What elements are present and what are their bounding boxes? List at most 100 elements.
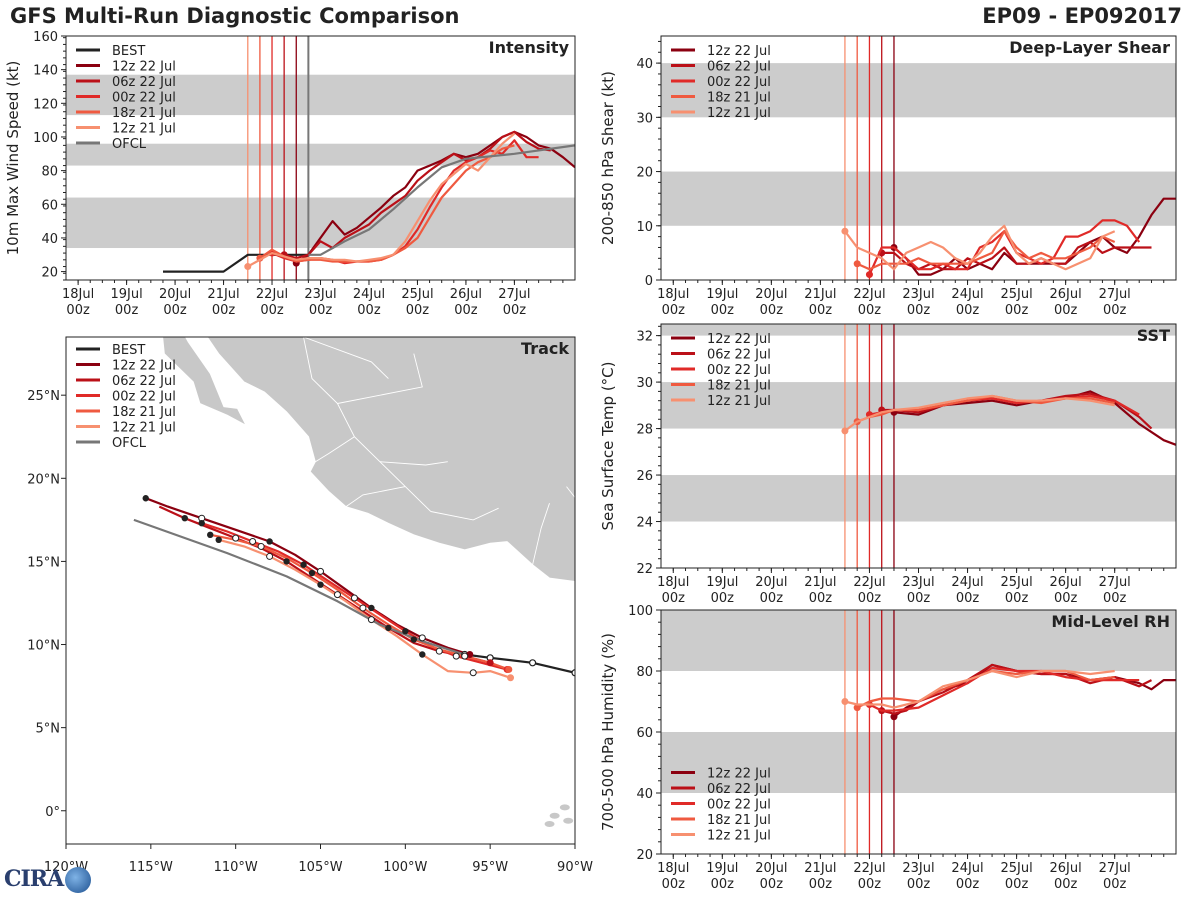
state-border xyxy=(379,461,448,466)
intensity-band xyxy=(66,143,575,166)
intensity-band xyxy=(66,74,575,116)
sst-xtick-label: 00z xyxy=(809,591,833,606)
sst-xtick-label: 24Jul xyxy=(951,575,983,590)
intensity-xtick-label: 24Jul xyxy=(353,287,385,302)
island xyxy=(577,823,587,829)
sst-xtick-label: 00z xyxy=(1005,591,1029,606)
track-legend-label: 18z 21 Jul xyxy=(112,405,176,420)
rh-xtick-label: 00z xyxy=(1005,877,1029,892)
track-day-point xyxy=(207,531,214,539)
land-mass xyxy=(162,337,575,582)
shear-xtick-label: 00z xyxy=(1054,303,1078,318)
state-border xyxy=(315,436,355,463)
intensity-legend-label: 12z 22 Jul xyxy=(112,60,176,75)
rh-xtick-label: 20Jul xyxy=(755,861,787,876)
shear-legend-label: 18z 21 Jul xyxy=(707,91,771,106)
track-ytick-label: 0° xyxy=(45,805,60,820)
sst-start-point xyxy=(841,427,849,435)
rh-ytick-label: 40 xyxy=(636,787,653,802)
sst-xtick-label: 20Jul xyxy=(755,575,787,590)
intensity-ytick-label: 40 xyxy=(41,232,58,247)
intensity-xtick-label: 00z xyxy=(212,303,236,318)
intensity-xtick-label: 00z xyxy=(454,303,478,318)
sst-legend-label: 06z 22 Jul xyxy=(707,348,771,363)
intensity-xtick-label: 22Jul xyxy=(256,287,288,302)
shear-legend-label: 06z 22 Jul xyxy=(707,60,771,75)
shear-title: Deep-Layer Shear xyxy=(1009,38,1170,57)
shear-band xyxy=(661,63,1176,118)
track-best xyxy=(464,653,575,674)
shear-ytick-label: 20 xyxy=(636,166,653,181)
sst-legend-label: 00z 22 Jul xyxy=(707,363,771,378)
rh-band xyxy=(661,610,1176,671)
intensity-legend-label: OFCL xyxy=(112,137,147,152)
track-halfday-point xyxy=(435,647,443,655)
state-border xyxy=(302,337,432,512)
best-track-point xyxy=(528,659,537,667)
sst-xtick-label: 26Jul xyxy=(1050,575,1082,590)
track-day-point xyxy=(283,558,290,565)
intensity-series-ofcl xyxy=(308,144,575,256)
rh-ytick-label: 80 xyxy=(636,665,653,680)
intensity-plot-area xyxy=(66,36,575,280)
page-title: GFS Multi-Run Diagnostic Comparison xyxy=(10,4,460,28)
track-day-point xyxy=(368,604,375,612)
intensity-xtick-label: 25Jul xyxy=(401,287,433,302)
track-ytick-label: 15°N xyxy=(27,555,60,570)
track-halfday-point xyxy=(317,567,324,575)
shear-xtick-label: 23Jul xyxy=(902,287,934,302)
intensity-ytick-label: 120 xyxy=(33,97,58,112)
track-day-point xyxy=(317,581,324,588)
storm-id-label: EP09 - EP092017 xyxy=(982,4,1182,28)
shear-ytick-label: 40 xyxy=(636,57,653,72)
shear-xtick-label: 20Jul xyxy=(755,287,787,302)
rh-xtick-label: 26Jul xyxy=(1050,861,1082,876)
track-day-point xyxy=(142,495,149,502)
track-legend-label: OFCL xyxy=(112,436,147,451)
intensity-ytick-label: 100 xyxy=(33,131,58,146)
track-halfday-point xyxy=(359,604,367,612)
panel-rh: 2040608010018Jul00z19Jul00z20Jul00z21Jul… xyxy=(599,604,1177,892)
intensity-ytick-label: 140 xyxy=(33,64,58,79)
shear-start-point xyxy=(853,260,861,268)
rh-xtick-label: 00z xyxy=(662,877,686,892)
intensity-xtick-label: 00z xyxy=(115,303,139,318)
track-legend-label: 00z 22 Jul xyxy=(112,390,176,405)
shear-ytick-label: 10 xyxy=(636,220,653,235)
rh-start-point xyxy=(841,698,849,705)
track-xtick-label: 115°W xyxy=(129,860,173,875)
intensity-ytick-label: 80 xyxy=(41,165,58,180)
sst-band xyxy=(661,382,1176,429)
track-xtick-label: 90°W xyxy=(557,860,593,875)
state-border xyxy=(345,486,406,507)
track-day-point xyxy=(300,561,307,568)
track-start-point xyxy=(486,659,494,667)
track-start-point xyxy=(507,674,515,682)
track-day-point xyxy=(410,636,418,643)
shear-start-point xyxy=(841,227,849,235)
rh-series-12z-21-jul xyxy=(844,669,1115,709)
shear-legend-label: 00z 22 Jul xyxy=(707,75,771,90)
shear-xtick-label: 00z xyxy=(711,303,735,318)
intensity-ytick-label: 60 xyxy=(41,198,58,213)
shear-ylabel: 200-850 hPa Shear (kt) xyxy=(599,71,617,245)
rh-legend-label: 06z 22 Jul xyxy=(707,782,771,797)
sst-xtick-label: 00z xyxy=(711,591,735,606)
shear-xtick-label: 25Jul xyxy=(1000,287,1032,302)
track-start-point xyxy=(505,665,513,673)
sst-legend-label: 12z 22 Jul xyxy=(707,332,771,347)
shear-xtick-label: 24Jul xyxy=(951,287,983,302)
intensity-start-point xyxy=(244,263,252,271)
rh-xtick-label: 19Jul xyxy=(706,861,738,876)
state-border xyxy=(574,580,575,582)
rh-legend-label: 18z 21 Jul xyxy=(707,813,771,828)
track-day-point xyxy=(215,536,222,543)
track-day-point xyxy=(198,519,205,527)
intensity-xtick-label: 20Jul xyxy=(159,287,191,302)
sst-xtick-label: 00z xyxy=(858,591,882,606)
best-track-point xyxy=(571,669,575,677)
sst-xtick-label: 00z xyxy=(956,591,980,606)
track-ytick-label: 25°N xyxy=(27,389,60,404)
intensity-xtick-label: 00z xyxy=(406,303,430,318)
track-legend-label: BEST xyxy=(112,343,145,358)
